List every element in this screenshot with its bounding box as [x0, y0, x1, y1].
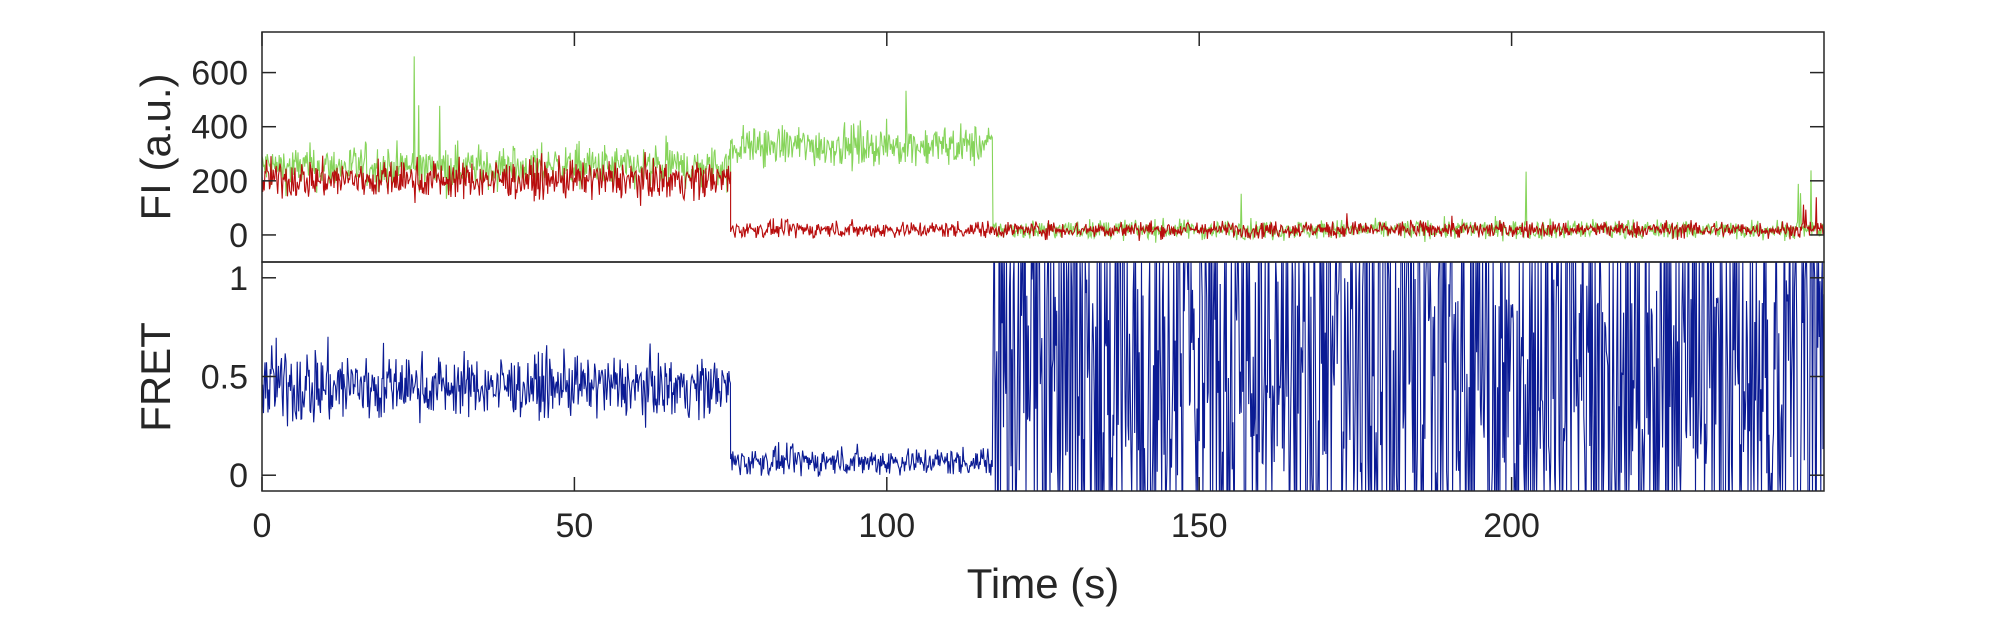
fret-y-ticks: 00.51: [201, 260, 1824, 495]
fret-trace: [262, 262, 1824, 491]
y-tick-label-0-0: 0: [229, 217, 248, 255]
y-tick-label-1-1: 0.5: [201, 359, 248, 397]
series-line-0-1: [262, 151, 1824, 241]
x-tick-label-4: 200: [1483, 507, 1540, 545]
time-x-ticks: 0 50 100 150 200: [253, 32, 1540, 545]
y-tick-label-1-2: 1: [229, 260, 248, 298]
series-line-1-0: [262, 262, 1824, 491]
fret-y-axis-label: FRET: [132, 322, 179, 432]
x-tick-label-2: 100: [858, 507, 915, 545]
y-tick-label-0-1: 200: [191, 163, 248, 201]
fret-panel: 00.51 0 50 100 150 200 FRET Time (s): [132, 32, 1825, 607]
y-tick-label-0-3: 600: [191, 55, 248, 93]
fluorescence-panel: 0 200 400 600 FI (a.u.): [132, 31, 1825, 263]
fluorescence-y-ticks: 0 200 400 600: [191, 55, 1824, 255]
fluorescence-y-axis-label: FI (a.u.): [132, 73, 179, 220]
x-tick-label-1: 50: [555, 507, 593, 545]
y-tick-label-1-0: 0: [229, 457, 248, 495]
time-x-axis-label: Time (s): [967, 560, 1119, 607]
fluorescence-traces: [262, 56, 1824, 243]
x-tick-label-0: 0: [253, 507, 272, 545]
y-tick-label-0-2: 400: [191, 109, 248, 147]
x-tick-label-3: 150: [1171, 507, 1228, 545]
series-line-0-0: [262, 56, 1824, 243]
